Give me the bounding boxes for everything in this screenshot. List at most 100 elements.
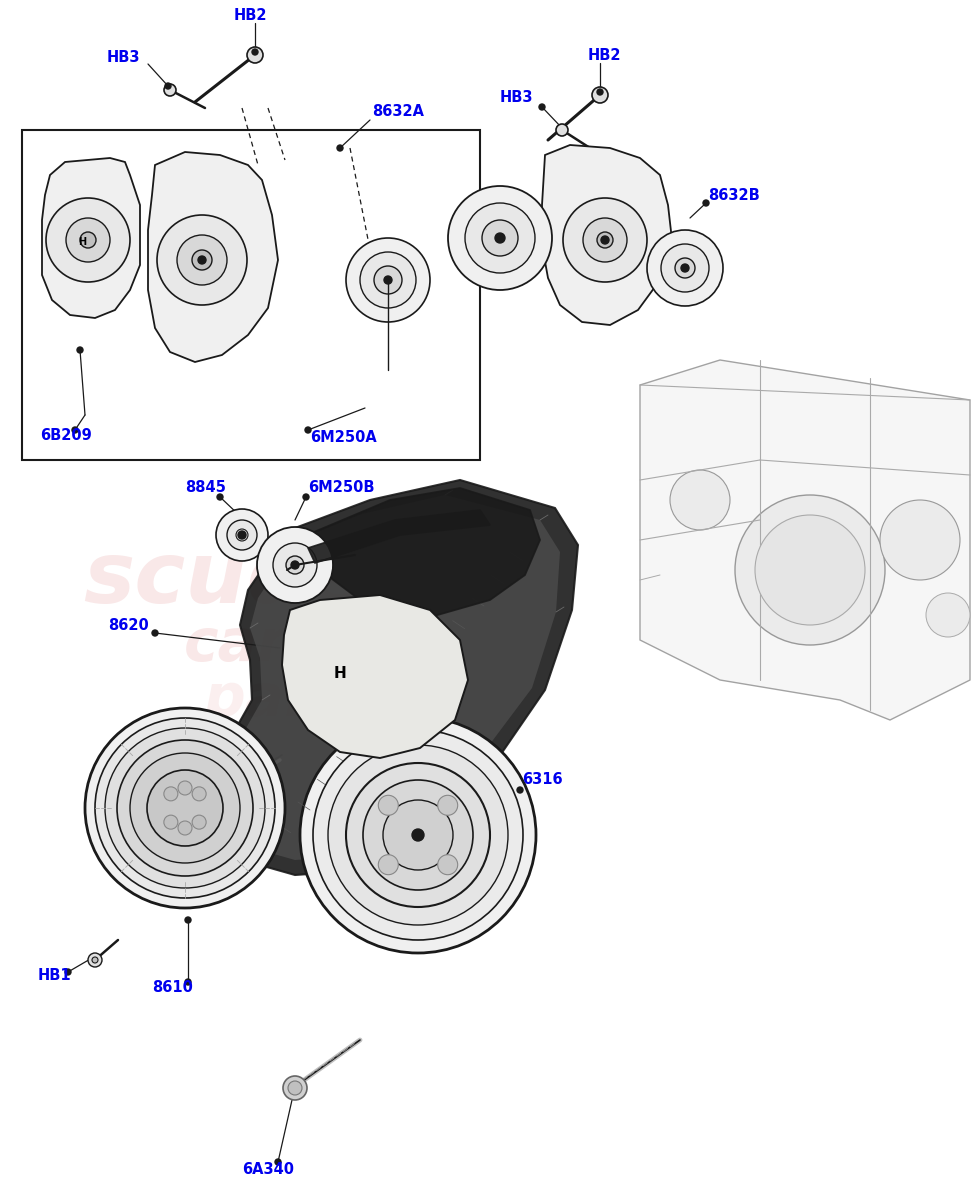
Circle shape [105, 728, 265, 888]
Circle shape [675, 258, 695, 278]
Circle shape [670, 470, 730, 530]
Circle shape [438, 854, 458, 875]
Text: 6316: 6316 [522, 773, 563, 787]
Text: 8620: 8620 [108, 618, 149, 632]
Text: HB2: HB2 [588, 48, 621, 62]
Text: 8845: 8845 [185, 480, 225, 496]
Circle shape [177, 235, 227, 284]
Circle shape [412, 829, 424, 841]
Circle shape [157, 215, 247, 305]
Circle shape [178, 781, 192, 794]
Circle shape [597, 232, 613, 248]
Polygon shape [542, 145, 672, 325]
Text: HB2: HB2 [233, 7, 267, 23]
Circle shape [755, 515, 865, 625]
Text: 8632B: 8632B [708, 187, 760, 203]
Circle shape [247, 47, 263, 62]
Circle shape [305, 427, 311, 433]
Circle shape [72, 427, 78, 433]
Text: HB3: HB3 [500, 90, 533, 106]
Circle shape [66, 218, 110, 262]
Circle shape [703, 200, 709, 206]
Circle shape [192, 787, 206, 800]
Circle shape [117, 740, 253, 876]
Text: car: car [183, 617, 286, 673]
Circle shape [681, 264, 689, 272]
Circle shape [661, 244, 709, 292]
Polygon shape [640, 360, 970, 720]
Circle shape [517, 787, 523, 793]
Circle shape [378, 854, 398, 875]
Circle shape [238, 530, 246, 539]
Circle shape [346, 238, 430, 322]
Circle shape [152, 630, 158, 636]
Circle shape [216, 509, 268, 560]
Circle shape [583, 218, 627, 262]
Circle shape [286, 556, 304, 574]
Circle shape [438, 796, 458, 815]
Polygon shape [308, 510, 490, 563]
Text: 6M250A: 6M250A [310, 430, 376, 444]
Text: H: H [78, 236, 86, 247]
Circle shape [147, 770, 223, 846]
Circle shape [926, 593, 970, 637]
Text: HB3: HB3 [107, 50, 140, 66]
Polygon shape [295, 488, 540, 620]
Circle shape [383, 800, 453, 870]
Circle shape [291, 560, 299, 569]
Circle shape [275, 1159, 281, 1165]
Circle shape [236, 529, 248, 541]
Circle shape [273, 542, 317, 587]
Circle shape [288, 1081, 302, 1094]
Circle shape [539, 104, 545, 110]
Circle shape [65, 970, 71, 974]
Circle shape [77, 347, 83, 353]
Circle shape [178, 821, 192, 835]
Circle shape [363, 780, 473, 890]
Circle shape [164, 84, 176, 96]
Circle shape [88, 953, 102, 967]
Circle shape [384, 276, 392, 284]
Circle shape [192, 815, 206, 829]
Circle shape [185, 979, 191, 985]
Polygon shape [42, 158, 140, 318]
Circle shape [198, 256, 206, 264]
Circle shape [495, 233, 505, 242]
Circle shape [252, 49, 258, 55]
Circle shape [337, 145, 343, 151]
Text: HB1: HB1 [38, 967, 72, 983]
Circle shape [164, 787, 177, 800]
Circle shape [601, 236, 609, 244]
Circle shape [378, 796, 398, 815]
Circle shape [597, 89, 603, 95]
Circle shape [880, 500, 960, 580]
Circle shape [179, 802, 191, 814]
Text: H: H [333, 666, 346, 680]
Circle shape [346, 763, 490, 907]
Circle shape [217, 494, 223, 500]
Circle shape [735, 494, 885, 646]
Bar [22, 130, 480, 460]
Circle shape [465, 203, 535, 272]
Text: 6M250B: 6M250B [308, 480, 374, 496]
Circle shape [283, 1076, 307, 1100]
Text: 8632A: 8632A [372, 104, 424, 120]
Circle shape [482, 220, 518, 256]
Circle shape [647, 230, 723, 306]
Circle shape [303, 494, 309, 500]
Circle shape [563, 198, 647, 282]
Polygon shape [208, 494, 560, 860]
Circle shape [130, 754, 240, 863]
Circle shape [164, 815, 177, 829]
Text: scuderia: scuderia [83, 539, 497, 622]
Circle shape [85, 708, 285, 908]
Circle shape [95, 718, 275, 898]
Text: 8610: 8610 [152, 980, 193, 996]
Circle shape [556, 124, 568, 136]
Circle shape [374, 266, 402, 294]
Circle shape [165, 83, 171, 89]
Circle shape [313, 730, 523, 940]
Circle shape [360, 252, 416, 308]
Text: parts: parts [204, 672, 376, 728]
Circle shape [300, 716, 536, 953]
